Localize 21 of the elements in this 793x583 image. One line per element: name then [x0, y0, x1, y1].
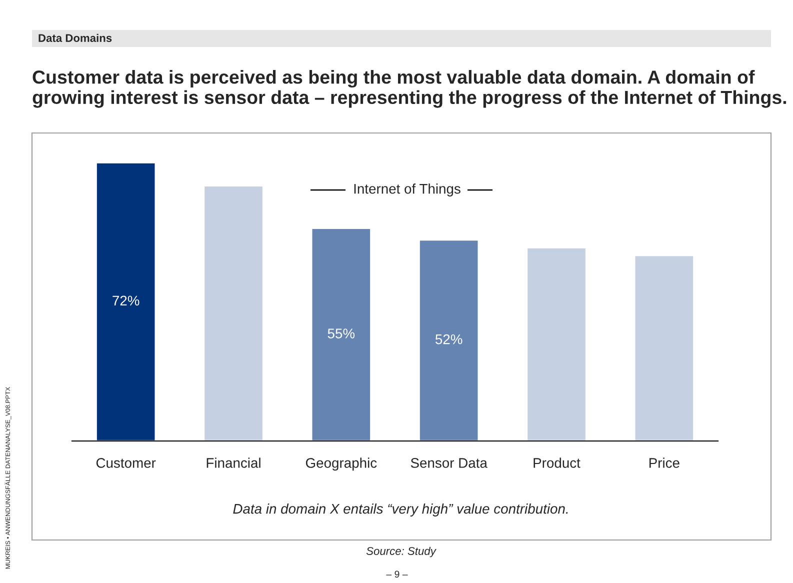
x-tick-label: Price — [649, 458, 680, 468]
text: Data Domains — [38, 34, 112, 42]
data-label: 52% — [435, 334, 462, 344]
bar — [96, 162, 156, 441]
bar — [634, 254, 694, 441]
text: Data in domain X entails “very high” value contribution. — [233, 504, 568, 516]
x-tick-label: Sensor Data — [410, 458, 488, 468]
x-tick-label: Geographic — [306, 458, 377, 471]
x-tick-label: Product — [534, 458, 580, 468]
data-label: 55% — [328, 328, 355, 338]
bar — [310, 228, 372, 441]
text: – 9 – — [386, 570, 408, 578]
bar — [418, 239, 480, 441]
data-label: 72% — [112, 296, 140, 306]
annotation: Internet of Things — [354, 184, 460, 196]
bar — [526, 246, 587, 441]
bar — [203, 185, 264, 441]
chart-title: Customer data is perceived as being the most valuable data domain. A domain of growing interest is sensor data – representing the progress of the Internet of Things. — [32, 70, 786, 108]
x-tick-label: Financial — [206, 458, 260, 468]
source-note: Source: Study — [366, 546, 436, 558]
x-tick-label: Customer — [96, 458, 156, 468]
